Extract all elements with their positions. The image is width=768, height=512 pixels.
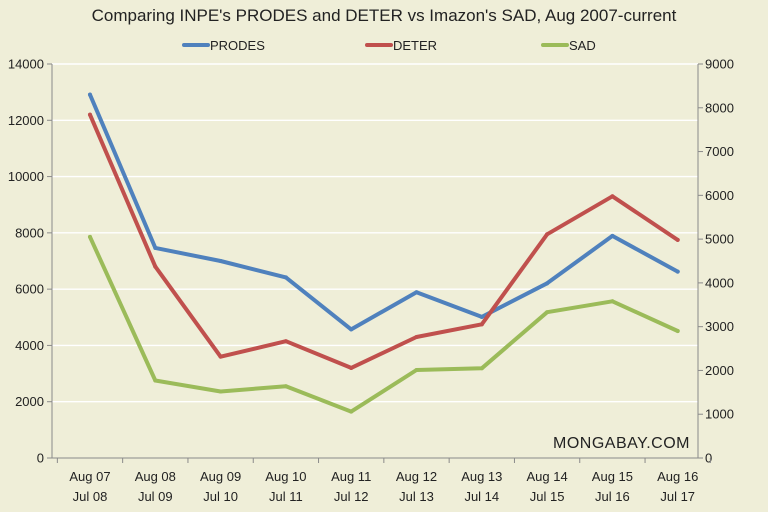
data-point-deter bbox=[414, 334, 419, 339]
left-tick-label: 8000 bbox=[15, 225, 44, 240]
data-point-sad bbox=[218, 389, 223, 394]
data-point-deter bbox=[153, 264, 158, 269]
data-point-prodes bbox=[479, 314, 484, 319]
right-tick-label: 7000 bbox=[705, 144, 734, 159]
data-point-deter bbox=[88, 112, 92, 117]
data-point-sad bbox=[675, 329, 680, 334]
data-point-prodes bbox=[675, 269, 680, 274]
left-tick-label: 10000 bbox=[8, 169, 44, 184]
data-point-prodes bbox=[218, 259, 223, 263]
data-point-deter bbox=[283, 339, 288, 344]
right-tick-label: 2000 bbox=[705, 363, 734, 378]
data-point-sad bbox=[545, 310, 550, 315]
x-tick-label: Aug 10 bbox=[265, 469, 306, 484]
chart-title: Comparing INPE's PRODES and DETER vs Ima… bbox=[92, 6, 677, 25]
left-y-axis: 0 2000 4000 6000 8000 10000 12000 14000 bbox=[8, 57, 53, 466]
x-tick-label: Jul 08 bbox=[73, 489, 108, 504]
legend: PRODES DETER SAD bbox=[182, 38, 596, 53]
data-point-prodes bbox=[283, 275, 288, 280]
right-tick-label: 1000 bbox=[705, 407, 734, 422]
right-tick-label: 5000 bbox=[705, 232, 734, 247]
series-line-deter bbox=[88, 112, 680, 370]
x-tick-label: Jul 11 bbox=[269, 489, 303, 504]
data-point-prodes bbox=[88, 92, 92, 97]
x-tick-label: Aug 08 bbox=[135, 469, 176, 484]
x-tick-label: Aug 15 bbox=[592, 469, 633, 484]
right-tick-label: 9000 bbox=[705, 57, 734, 72]
watermark: MONGABAY.COM bbox=[553, 435, 690, 452]
data-point-sad bbox=[610, 299, 615, 304]
data-point-sad bbox=[479, 366, 484, 371]
left-tick-label: 12000 bbox=[8, 113, 44, 128]
data-point-sad bbox=[88, 234, 92, 239]
x-tick-label: Aug 13 bbox=[461, 469, 502, 484]
data-point-deter bbox=[218, 354, 223, 359]
x-tick-label: Jul 15 bbox=[530, 489, 565, 504]
right-y-axis: 0 1000 2000 3000 4000 5000 6000 7000 8000 9000 bbox=[697, 57, 734, 466]
data-point-prodes bbox=[545, 281, 550, 286]
x-tick-label: Jul 10 bbox=[203, 489, 238, 504]
data-point-deter bbox=[479, 322, 484, 327]
x-tick-label: Aug 12 bbox=[396, 469, 437, 484]
data-point-deter bbox=[675, 237, 680, 242]
x-axis: Aug 07 Jul 08 Aug 08 Jul 09 Aug 09 Jul 10 Aug … bbox=[52, 457, 711, 504]
data-point-sad bbox=[349, 409, 354, 414]
x-tick-label: Aug 16 bbox=[657, 469, 698, 484]
x-tick-label: Aug 09 bbox=[200, 469, 241, 484]
legend-label-deter: DETER bbox=[393, 38, 437, 53]
x-tick-label: Aug 07 bbox=[69, 469, 110, 484]
data-point-prodes bbox=[349, 327, 354, 332]
data-point-sad bbox=[153, 378, 158, 383]
right-tick-label: 6000 bbox=[705, 188, 734, 203]
series-line-sad bbox=[88, 234, 680, 414]
series-line-prodes bbox=[88, 92, 680, 332]
data-point-prodes bbox=[414, 290, 419, 295]
right-tick-label: 0 bbox=[705, 451, 712, 466]
series-lines bbox=[88, 92, 680, 414]
left-tick-label: 14000 bbox=[8, 57, 44, 72]
x-tick-label: Jul 17 bbox=[660, 489, 695, 504]
right-tick-label: 8000 bbox=[705, 100, 734, 115]
right-tick-label: 4000 bbox=[705, 275, 734, 290]
left-tick-label: 6000 bbox=[15, 282, 44, 297]
left-tick-label: 4000 bbox=[15, 338, 44, 353]
x-tick-label: Jul 12 bbox=[334, 489, 369, 504]
right-tick-label: 3000 bbox=[705, 319, 734, 334]
data-point-sad bbox=[414, 368, 419, 373]
data-point-deter bbox=[610, 194, 615, 199]
x-tick-label: Aug 11 bbox=[331, 469, 371, 484]
data-point-prodes bbox=[153, 245, 158, 250]
data-point-deter bbox=[349, 365, 354, 370]
legend-label-sad: SAD bbox=[569, 38, 596, 53]
data-point-deter bbox=[545, 232, 550, 237]
data-point-sad bbox=[283, 384, 288, 389]
data-point-prodes bbox=[610, 233, 615, 238]
legend-label-prodes: PRODES bbox=[210, 38, 265, 53]
x-tick-label: Jul 14 bbox=[464, 489, 499, 504]
left-tick-label: 2000 bbox=[15, 394, 44, 409]
x-tick-label: Aug 14 bbox=[526, 469, 567, 484]
x-tick-label: Jul 13 bbox=[399, 489, 434, 504]
grid-lines bbox=[52, 63, 698, 403]
x-tick-label: Jul 09 bbox=[138, 489, 173, 504]
left-tick-label: 0 bbox=[37, 451, 44, 466]
x-tick-label: Jul 16 bbox=[595, 489, 630, 504]
